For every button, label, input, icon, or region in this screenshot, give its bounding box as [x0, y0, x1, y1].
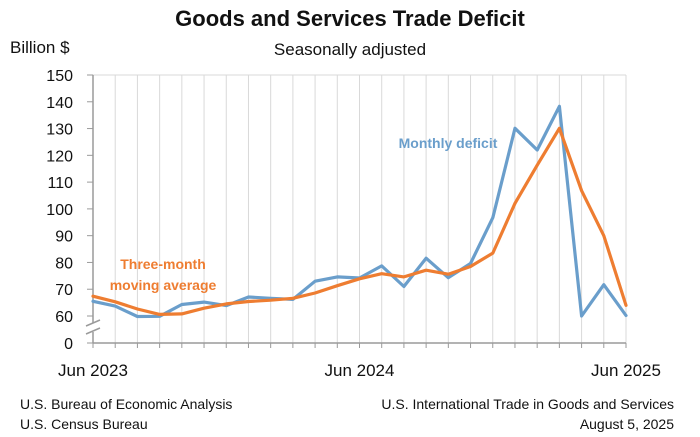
y-axis-label: Billion $ [10, 38, 70, 57]
x-tick-label: Jun 2025 [591, 361, 661, 380]
chart-subtitle: Seasonally adjusted [273, 40, 427, 59]
y-tick-labels: 0 60 70 80 90 100 110 120 130 140 150 [46, 68, 73, 353]
y-tick-label: 70 [55, 282, 73, 299]
report-title: U.S. International Trade in Goods and Se… [381, 396, 674, 412]
series-line-moving-average [91, 126, 628, 316]
chart-title: Goods and Services Trade Deficit [175, 6, 525, 31]
series-annotations: Monthly deficit Three-month moving average [110, 135, 498, 293]
source-right: U.S. International Trade in Goods and Se… [381, 394, 674, 434]
axes [85, 74, 627, 348]
y-tick-label: 110 [47, 175, 73, 192]
y-tick-label: 60 [55, 309, 73, 326]
axis-break-stroke [85, 319, 101, 327]
y-tick-label: 150 [46, 68, 73, 85]
y-tick-label: 100 [46, 202, 73, 219]
axis-break-stroke [85, 327, 101, 335]
x-tick-label: Jun 2024 [325, 361, 395, 380]
y-tick-label: 130 [46, 122, 73, 139]
axis-break-marker [85, 319, 101, 335]
y-tick-label: 140 [46, 95, 73, 112]
y-tick-label: 0 [64, 336, 73, 353]
source-bea: U.S. Bureau of Economic Analysis [20, 396, 233, 412]
x-tick-labels: Jun 2023 Jun 2024 Jun 2025 [58, 361, 661, 380]
source-left: U.S. Bureau of Economic Analysis U.S. Ce… [20, 394, 232, 434]
axis-break-gap [85, 323, 101, 332]
y-tick-label: 120 [46, 148, 73, 165]
report-date: August 5, 2025 [579, 416, 674, 432]
series-label-moving-average-line1: Three-month [120, 256, 206, 272]
grid-lines [92, 74, 627, 343]
series-lines [91, 104, 628, 319]
source-census: U.S. Census Bureau [20, 416, 148, 432]
x-tick-label: Jun 2023 [58, 361, 128, 380]
y-tick-label: 90 [55, 229, 73, 246]
series-label-moving-average-line2: moving average [110, 277, 217, 293]
series-label-monthly-deficit: Monthly deficit [399, 135, 498, 151]
y-tick-label: 80 [55, 255, 73, 272]
